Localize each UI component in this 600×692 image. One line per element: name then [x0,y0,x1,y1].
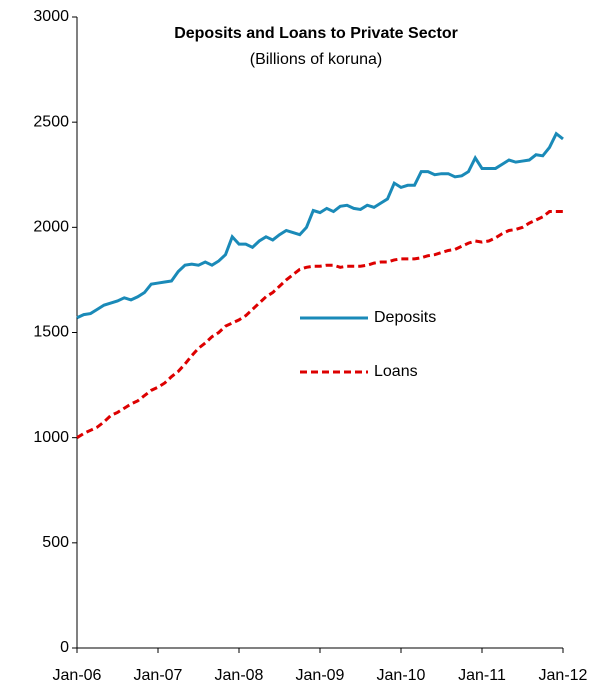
y-tick-label: 3000 [33,8,69,25]
x-tick-label: Jan-10 [377,667,426,684]
legend-label: Loans [374,363,418,380]
x-tick-label: Jan-09 [296,667,345,684]
x-tick-label: Jan-12 [539,667,588,684]
x-tick-label: Jan-08 [215,667,264,684]
y-tick-label: 0 [60,639,69,656]
y-tick-label: 1000 [33,429,69,446]
chart-title: Deposits and Loans to Private Sector [174,25,458,42]
series-line [76,131,564,320]
x-tick-label: Jan-07 [134,667,183,684]
x-tick-label: Jan-06 [53,667,102,684]
legend-label: Deposits [374,309,436,326]
chart-subtitle: (Billions of koruna) [250,51,383,68]
y-tick-label: 2000 [33,219,69,236]
y-tick-label: 1500 [33,324,69,341]
y-tick-label: 2500 [33,113,69,130]
y-tick-label: 500 [42,534,69,551]
series-line [76,210,563,439]
x-tick-label: Jan-11 [458,667,506,684]
